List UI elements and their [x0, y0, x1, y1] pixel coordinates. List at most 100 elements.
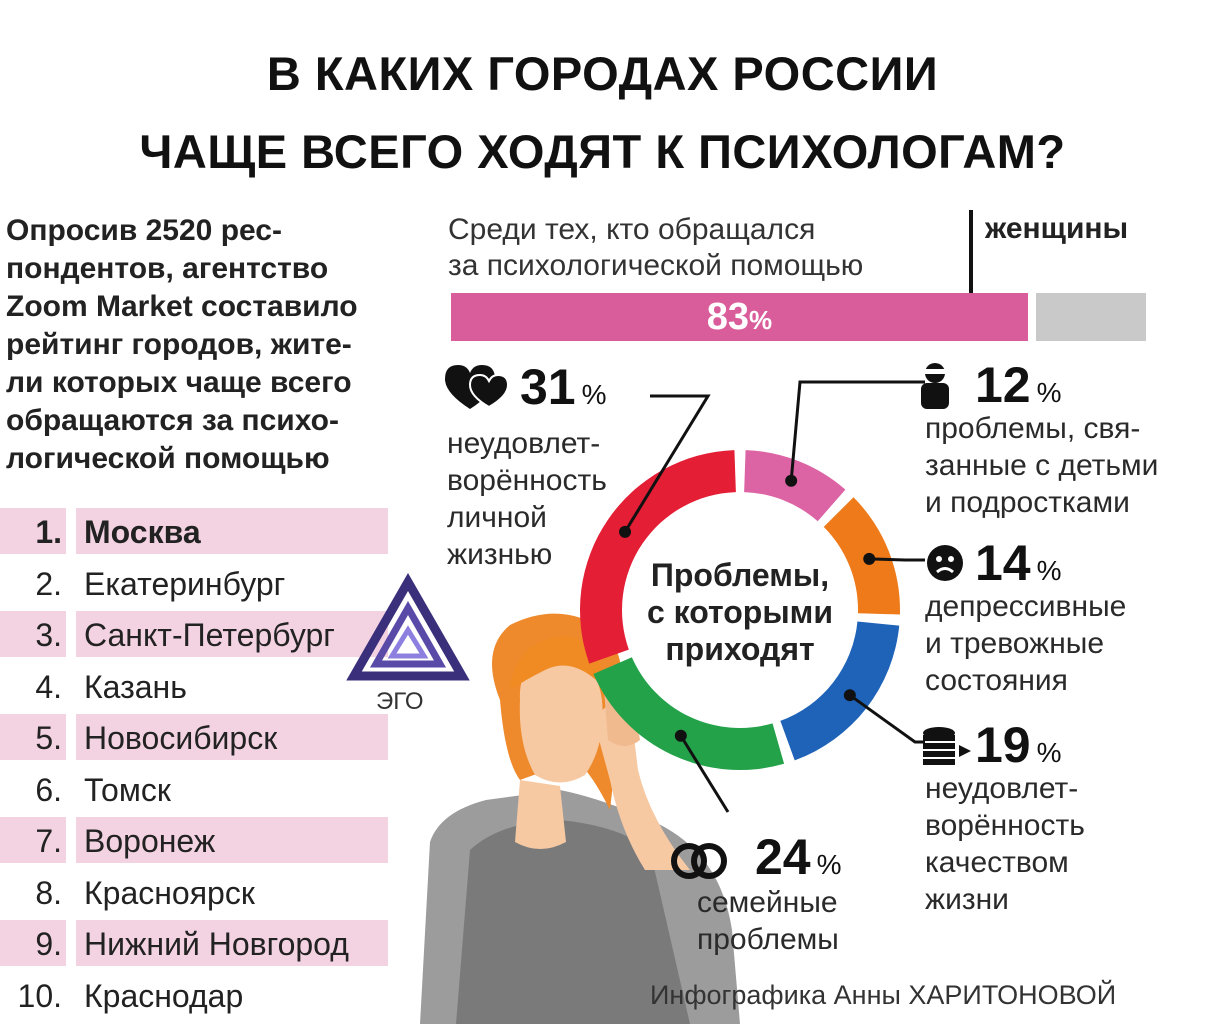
ranking-number: 1. — [35, 514, 62, 550]
logo-triangle-mid — [369, 600, 447, 668]
ranking-row: 5. Новосибирск — [0, 714, 390, 760]
ranking-city: Новосибирск — [84, 720, 278, 756]
leader-dot — [674, 729, 687, 742]
slice-value: 14% — [975, 538, 1062, 588]
ranking-number-box — [0, 817, 66, 863]
ranking-number: 6. — [35, 771, 62, 808]
ranking-number: 7. — [35, 823, 62, 859]
slice-label: неудовлет- ворённость личной жизнью — [447, 427, 607, 571]
woman-neck — [515, 780, 566, 849]
ranking-city: Екатеринбург — [84, 565, 286, 602]
donut-slice — [823, 497, 900, 615]
ranking-number-box — [0, 920, 66, 966]
leader-line — [789, 380, 925, 481]
ranking-city: Нижний Новгород — [84, 926, 349, 962]
intro-text: Опросив 2520 рес- пондентов, агентство Z… — [6, 214, 358, 475]
slice-value: 24% — [755, 832, 842, 882]
leader-line — [848, 693, 925, 744]
donut-leader-lines — [619, 380, 925, 813]
ranking-row: 1. Москва — [0, 508, 390, 554]
women-pointer-line — [969, 210, 973, 302]
women-bar-fill — [451, 293, 1028, 341]
donut-slice — [780, 621, 900, 761]
ranking-number: 4. — [35, 668, 62, 705]
credit-text: Инфографика Анны ХАРИТОНОВОЙ — [650, 980, 1117, 1010]
slice-label: депрессивные и тревожные состояния — [925, 590, 1127, 697]
leader-dot — [785, 474, 798, 487]
ego-logo-text: ЭГО — [376, 688, 424, 715]
slice-value: 31% — [520, 362, 607, 412]
slice-value-number: 14 — [975, 535, 1031, 591]
slice-label: проблемы, свя- занные с детьми и подрост… — [925, 412, 1159, 519]
ranking-city: Томск — [84, 771, 171, 808]
ranking-number: 3. — [35, 617, 62, 653]
ranking-city: Воронеж — [84, 823, 216, 859]
slice-value-number: 24 — [755, 829, 811, 885]
slice-value: 12% — [975, 360, 1062, 410]
hearts-icon — [445, 365, 510, 409]
ranking-city: Красноярск — [84, 874, 255, 911]
ranking-number: 10. — [17, 977, 62, 1014]
leader-line — [679, 734, 730, 813]
slice-label: неудовлет- ворённость качеством жизни — [925, 772, 1085, 916]
ranking-city: Санкт-Петербург — [84, 617, 335, 653]
donut-slice — [580, 450, 736, 664]
ranking-number: 2. — [35, 565, 62, 602]
slice-label: семейные проблемы — [697, 886, 839, 956]
ranking-name-box — [76, 714, 388, 760]
women-bar-value: 83% — [451, 293, 1028, 341]
slice-value-number: 19 — [975, 717, 1031, 773]
ranking-name-box — [76, 920, 388, 966]
ranking-city: Казань — [84, 668, 187, 705]
title-line-2: ЧАЩЕ ВСЕГО ХОДЯТ К ПСИХОЛОГАМ? — [139, 125, 1066, 178]
leader-line — [623, 394, 711, 533]
woman-illustration — [420, 613, 740, 1024]
ego-logo — [346, 572, 470, 681]
ranking-row: 7. Воронеж — [0, 817, 390, 863]
slice-value-percent: % — [816, 849, 842, 880]
rings-icon — [671, 843, 727, 879]
donut-center-label: Проблемы, с которыми приходят — [646, 557, 834, 667]
donut-slice — [744, 450, 846, 522]
leader-dot — [843, 689, 856, 702]
ranking-city: Краснодар — [84, 977, 244, 1014]
slice-value-number: 31 — [520, 359, 576, 415]
slice-value-percent: % — [581, 379, 607, 410]
ranking-number: 8. — [35, 874, 62, 911]
slice-value-percent: % — [1036, 377, 1062, 408]
ranking-row: 4. Казань — [0, 663, 390, 709]
logo-triangle-inner — [387, 625, 429, 659]
ranking-city: Москва — [84, 514, 201, 550]
leader-line — [869, 557, 925, 562]
ranking-number: 9. — [35, 926, 62, 962]
ranking-name-box — [76, 508, 388, 554]
ranking-row: 8. Красноярск — [0, 869, 390, 915]
ranking-number-box — [0, 611, 66, 657]
ranking-row: 10. Краснодар — [0, 972, 390, 1018]
slice-value-percent: % — [1036, 737, 1062, 768]
leader-dot — [863, 552, 876, 565]
donut-slice — [593, 657, 785, 770]
ranking-name-box — [76, 817, 388, 863]
ranking-name-box — [76, 611, 388, 657]
women-bar-track — [1036, 293, 1146, 341]
ranking-row: 3. Санкт-Петербург — [0, 611, 390, 657]
slice-value-number: 12 — [975, 357, 1031, 413]
women-label: женщины — [985, 212, 1129, 245]
women-caption: Среди тех, кто обращался за психологичес… — [448, 213, 864, 282]
logo-triangle-outer — [346, 572, 470, 681]
parent-child-icon — [921, 363, 949, 409]
ranking-number: 5. — [35, 720, 62, 756]
slice-value: 19% — [975, 720, 1062, 770]
slice-value-percent: % — [1036, 555, 1062, 586]
donut-slices — [580, 450, 900, 770]
ranking-row: 2. Екатеринбург — [0, 560, 390, 606]
women-value-number: 83 — [706, 296, 749, 338]
sad-face-icon — [927, 545, 963, 581]
ranking-number-box — [0, 714, 66, 760]
donut-icons — [445, 363, 971, 879]
ranking-row: 9. Нижний Новгород — [0, 920, 390, 966]
women-value-percent: % — [749, 305, 773, 335]
coin-stack-icon — [923, 727, 971, 765]
